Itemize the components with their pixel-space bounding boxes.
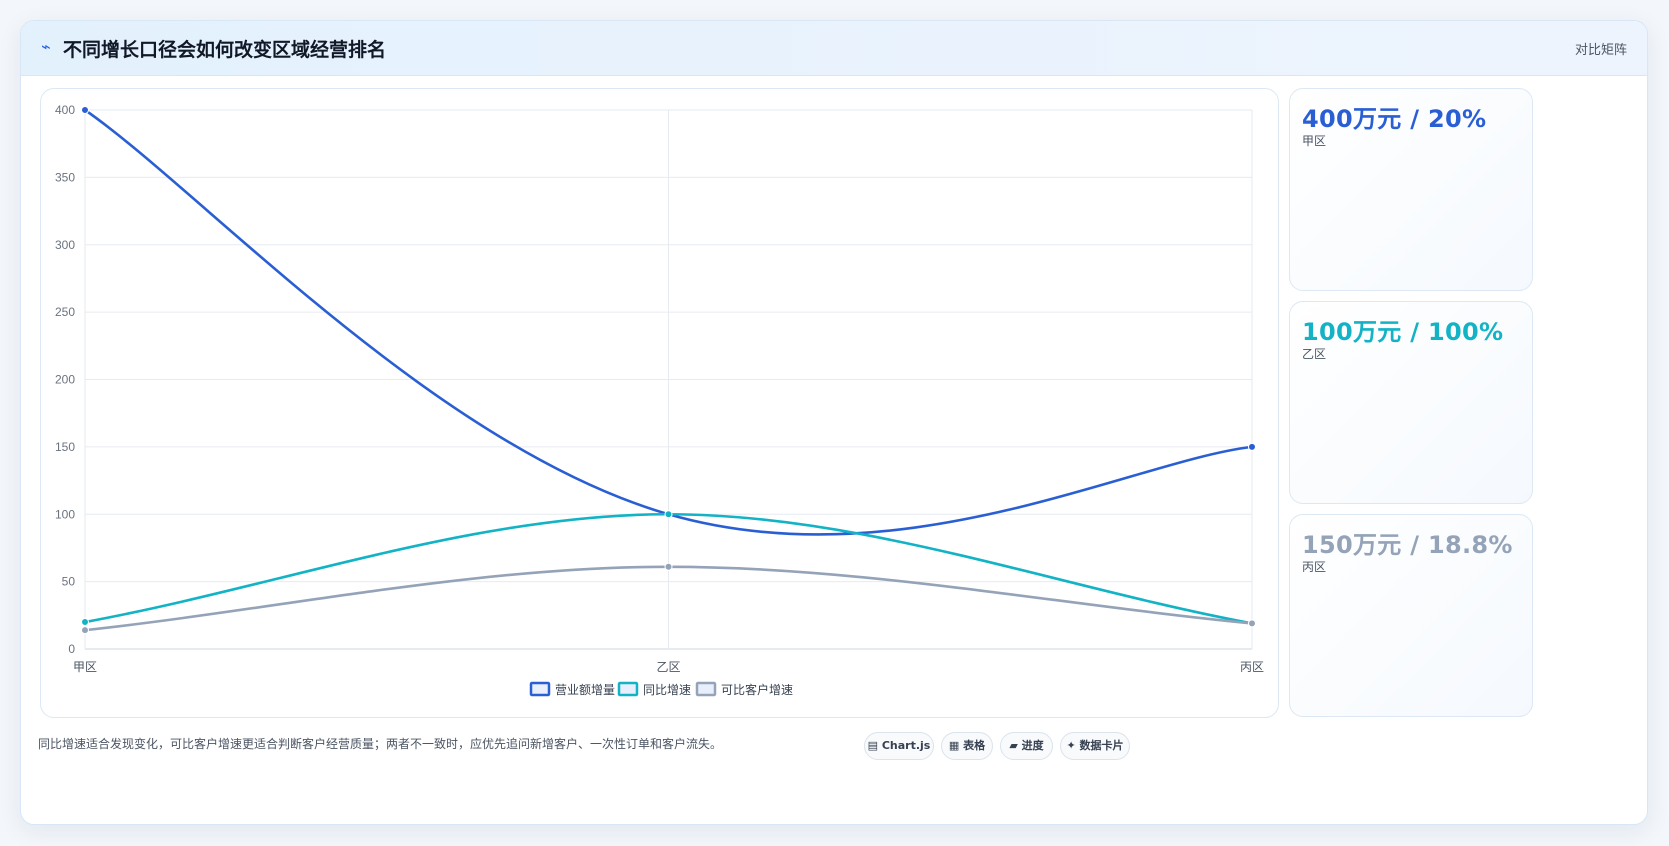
legend-swatch xyxy=(529,681,551,697)
x-tick-label: 丙区 xyxy=(1240,660,1264,674)
legend-label: 营业额增量 xyxy=(555,683,615,697)
kpi-value: 400万元 / 20% xyxy=(1302,105,1487,133)
kpi-label: 乙区 xyxy=(1302,347,1327,361)
series-line-1 xyxy=(83,108,1254,536)
kpi-label: 丙区 xyxy=(1302,560,1327,574)
kpi-value: 100万元 / 100% xyxy=(1302,318,1504,346)
chip-progress[interactable]: ▰ 进度 xyxy=(1000,732,1053,760)
data-point xyxy=(81,106,89,114)
y-tick-label: 300 xyxy=(55,238,75,252)
matrix-tag: 对比矩阵 xyxy=(1574,43,1627,58)
legend-label: 可比客户增速 xyxy=(721,682,793,697)
y-tick-label: 50 xyxy=(62,575,76,589)
pulse-icon: ⌁ xyxy=(41,37,51,56)
data-point xyxy=(664,510,673,519)
footer-note: 同比增速适合发现变化，可比客户增速更适合判断客户经营质量；两者不一致时，应优先追… xyxy=(38,737,723,751)
data-point xyxy=(81,618,89,627)
chip-chartjs[interactable]: ▤ Chart.js xyxy=(864,732,934,760)
y-tick-label: 250 xyxy=(55,305,75,319)
kpi-card-jia: 400万元 / 20% 甲区 xyxy=(1289,88,1533,291)
legend-label: 同比增速 xyxy=(643,683,691,697)
data-point xyxy=(1248,442,1256,451)
y-tick-label: 200 xyxy=(55,373,75,387)
kpi-card-bing: 150万元 / 18.8% 丙区 xyxy=(1289,514,1533,717)
card-header: ⌁ 不同增长口径会如何改变区域经营排名 对比矩阵 xyxy=(21,21,1647,76)
data-point xyxy=(81,626,89,635)
y-tick-label: 350 xyxy=(55,170,75,184)
legend-swatch xyxy=(617,681,639,697)
kpi-card-yi: 100万元 / 100% 乙区 xyxy=(1289,301,1533,504)
kpi-label: 甲区 xyxy=(1302,134,1327,148)
y-tick-label: 400 xyxy=(55,103,75,117)
chip-data-card[interactable]: ✦ 数据卡片 xyxy=(1060,732,1130,760)
x-tick-label: 乙区 xyxy=(656,660,680,674)
chip-table[interactable]: ▦ 表格 xyxy=(941,732,993,760)
y-tick-label: 100 xyxy=(55,507,75,521)
x-tick-label: 甲区 xyxy=(73,660,97,674)
legend-swatch xyxy=(695,681,717,697)
chart-panel: 0 50 100 150 200 250 300 350 400 甲区 乙区 丙区营业额增量 同比增速 可… xyxy=(40,88,1279,718)
dashboard-card: ⌁ 不同增长口径会如何改变区域经营排名 对比矩阵 0 50 100 150 200 250… xyxy=(20,20,1648,825)
y-tick-label: 0 xyxy=(68,642,75,656)
kpi-value: 150万元 / 18.8% xyxy=(1302,531,1513,559)
page-title: 不同增长口径会如何改变区域经营排名 xyxy=(63,39,387,61)
data-point xyxy=(664,562,673,571)
data-point xyxy=(1248,619,1256,628)
y-tick-label: 150 xyxy=(55,440,75,454)
